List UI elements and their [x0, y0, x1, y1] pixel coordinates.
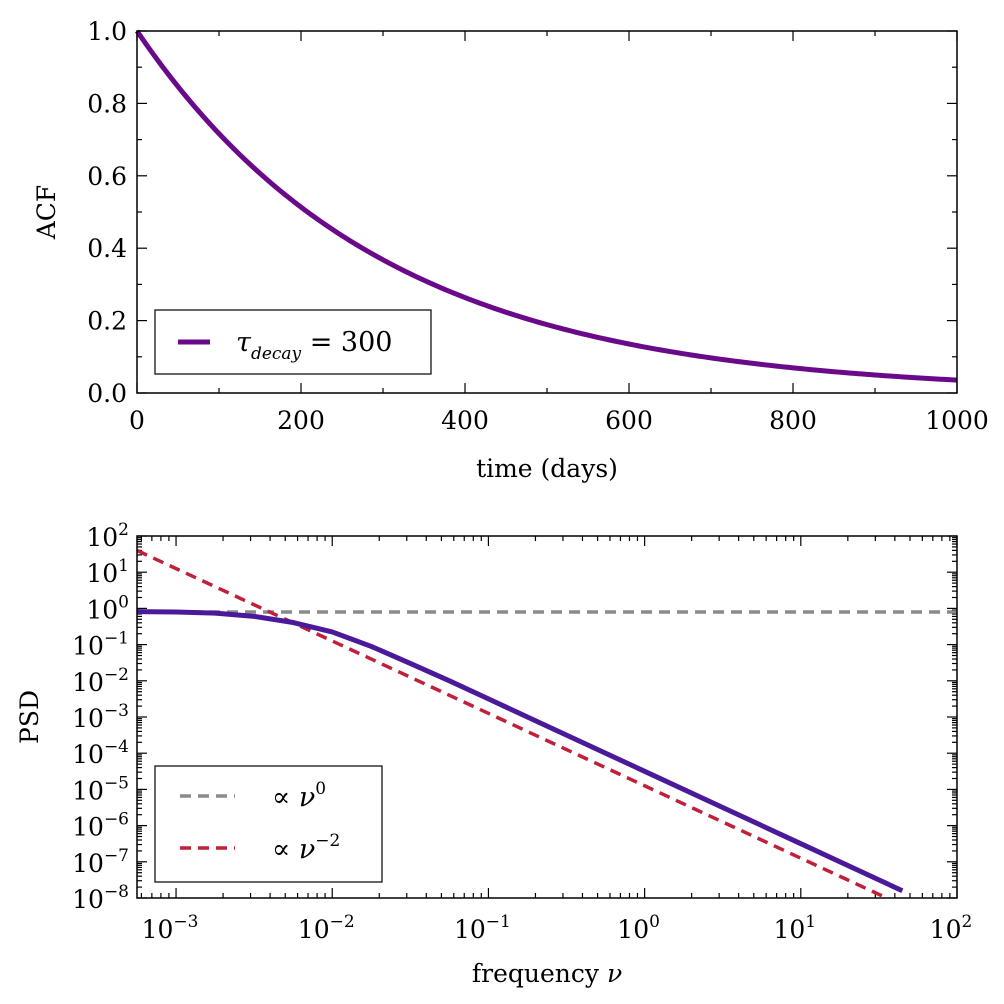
psd-y-tick-exponent: −5 — [104, 773, 129, 793]
psd-y-tick-exponent: −1 — [104, 629, 129, 649]
psd-x-tick-exponent: −2 — [330, 912, 355, 932]
acf-frame — [136, 30, 958, 394]
psd-legend-symbol: ν — [299, 782, 315, 813]
acf-legend-value: = 300 — [301, 327, 392, 358]
psd-y-tick-base: 10 — [72, 849, 104, 878]
psd-x-tick-base: 10 — [930, 915, 962, 944]
psd-legend-label: ∝ ν0 — [272, 779, 326, 813]
acf-y-axis-label: ACF — [32, 185, 61, 241]
psd-y-tick-base: 10 — [86, 523, 118, 552]
psd-y-tick-exponent: −2 — [104, 665, 129, 685]
psd-y-tick-label: 10−5 — [72, 773, 129, 805]
psd-series-group — [137, 548, 957, 898]
psd-y-tick-label: 102 — [86, 520, 129, 552]
psd-y-tick-label: 10−6 — [72, 810, 129, 842]
psd-y-tick-label: 10−8 — [72, 882, 129, 914]
psd-x-tick-base: 10 — [773, 915, 805, 944]
psd-legend-prefix: ∝ — [272, 782, 299, 813]
acf-x-tick-label: 1000 — [925, 406, 989, 435]
psd-legend: ∝ ν0∝ ν−2 — [154, 765, 383, 883]
acf-y-tick-label: 1.0 — [87, 17, 127, 46]
psd-legend-exponent: −2 — [315, 831, 340, 851]
psd-x-tick-exponent: −3 — [173, 912, 198, 932]
psd-y-tick-exponent: −3 — [104, 701, 129, 721]
psd-y-tick-label: 10−7 — [72, 846, 129, 878]
psd-x-tick-exponent: 0 — [649, 912, 660, 932]
psd-y-tick-exponent: 1 — [118, 556, 129, 576]
psd-x-tick-exponent: 1 — [805, 912, 816, 932]
acf-y-tick-label: 0.0 — [87, 379, 127, 408]
acf-x-tick-label: 800 — [769, 406, 817, 435]
psd-x-axis-symbol: ν — [607, 959, 622, 988]
psd-y-tick-base: 10 — [72, 740, 104, 769]
psd-x-tick-label: 10−1 — [454, 912, 511, 944]
psd-legend-symbol: ν — [299, 834, 315, 865]
psd-y-tick-exponent: 0 — [118, 592, 129, 612]
psd-y-tick-exponent: −6 — [104, 810, 129, 830]
psd-y-tick-base: 10 — [72, 632, 104, 661]
psd-y-tick-base: 10 — [72, 776, 104, 805]
psd-y-tick-label: 10−4 — [72, 737, 129, 769]
psd-y-tick-label: 10−1 — [72, 629, 129, 661]
acf-legend-subscript: decay — [251, 344, 302, 364]
psd-y-tick-label: 10−2 — [72, 665, 129, 697]
psd-y-tick-base: 10 — [72, 704, 104, 733]
psd-y-tick-exponent: −7 — [104, 846, 129, 866]
psd-y-tick-base: 10 — [72, 813, 104, 842]
acf-y-tick-label: 0.8 — [87, 89, 127, 118]
psd-y-tick-exponent: −4 — [104, 737, 129, 757]
psd-x-tick-label: 10−3 — [142, 912, 199, 944]
psd-x-tick-base: 10 — [617, 915, 649, 944]
psd-y-tick-exponent: −8 — [104, 882, 129, 902]
psd-y-tick-label: 100 — [86, 592, 129, 624]
psd-y-tick-exponent: 2 — [118, 520, 129, 540]
acf-x-axis-label: time (days) — [476, 454, 618, 483]
acf-legend-label: τdecay = 300 — [236, 327, 392, 364]
psd-y-tick-base: 10 — [72, 668, 104, 697]
psd-x-tick-exponent: 2 — [961, 912, 972, 932]
psd-y-axis-label: PSD — [15, 690, 44, 744]
psd-x-tick-base: 10 — [454, 915, 486, 944]
psd-legend-prefix: ∝ — [272, 834, 299, 865]
acf-x-tick-label: 400 — [441, 406, 489, 435]
acf-x-tick-label: 200 — [277, 406, 325, 435]
acf-legend-symbol: τ — [236, 327, 252, 358]
psd-x-tick-exponent: −1 — [486, 912, 511, 932]
psd-y-tick-base: 10 — [72, 885, 104, 914]
psd-y-tick-base: 10 — [86, 559, 118, 588]
psd-model-line — [137, 609, 904, 894]
psd-legend-label: ∝ ν−2 — [272, 831, 340, 865]
psd-x-tick-base: 10 — [142, 915, 174, 944]
acf-y-tick-label: 0.2 — [87, 307, 127, 336]
psd-y-tick-label: 10−3 — [72, 701, 129, 733]
psd-x-axis-label: frequency ν — [472, 959, 622, 988]
acf-x-tick-label: 600 — [605, 406, 653, 435]
acf-series-line — [134, 29, 958, 383]
acf-x-tick-label: 0 — [129, 406, 145, 435]
psd-x-tick-label: 101 — [773, 912, 816, 944]
psd-x-tick-label: 10−2 — [298, 912, 355, 944]
acf-y-tick-label: 0.6 — [87, 162, 127, 191]
psd-x-axis-text: frequency — [472, 959, 607, 988]
acf-panel: 0 200 400 600 800 1000 0.0 0.2 0.4 0.6 0.8 1.0 time … — [32, 17, 989, 483]
psd-x-tick-label: 102 — [930, 912, 973, 944]
psd-x-tick-label: 100 — [617, 912, 660, 944]
psd-legend-box — [154, 765, 383, 883]
psd-powerlaw-line — [137, 548, 891, 898]
acf-y-tick-label: 0.4 — [87, 234, 127, 263]
psd-x-tick-base: 10 — [298, 915, 330, 944]
psd-legend-exponent: 0 — [315, 779, 326, 799]
psd-y-tick-label: 101 — [86, 556, 129, 588]
psd-frame — [136, 535, 958, 899]
acf-legend: τdecay = 300 — [154, 309, 432, 375]
psd-panel: 10−3 10−2 10−1 100 101 10210210110010−110−210… — [15, 520, 972, 988]
psd-y-tick-base: 10 — [86, 595, 118, 624]
